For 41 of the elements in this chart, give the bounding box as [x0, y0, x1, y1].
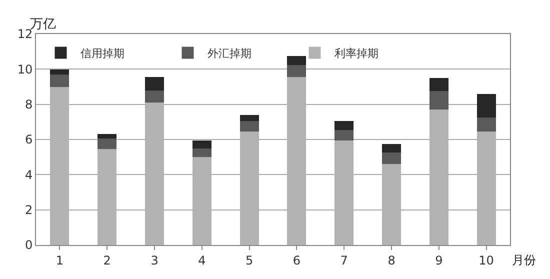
y-tick-label: 4 [24, 168, 33, 182]
x-tick-label: 7 [340, 253, 348, 268]
legend-label: 信用掉期 [80, 47, 125, 60]
bar [476, 94, 496, 118]
bar [192, 148, 212, 158]
x-tick-label: 1 [56, 253, 64, 268]
x-tick-label: 4 [198, 253, 206, 268]
y-tick-label: 8 [24, 98, 33, 112]
bar [145, 77, 164, 90]
bar [334, 121, 354, 130]
x-tick-label: 6 [292, 253, 301, 268]
bar [192, 140, 212, 148]
x-tick-label: 9 [435, 253, 443, 268]
y-axis-title: 万亿 [30, 17, 56, 32]
x-tick-label: 10 [478, 253, 494, 268]
bar [240, 121, 259, 132]
bar [145, 90, 164, 103]
bar [429, 91, 448, 110]
bar [98, 134, 117, 139]
bar [50, 70, 70, 74]
y-tick-label: 0 [24, 238, 33, 252]
y-tick-label: 2 [24, 203, 33, 218]
bar [98, 138, 117, 150]
legend-label: 外汇掉期 [208, 47, 252, 60]
x-tick-label: 8 [388, 253, 396, 268]
x-tick-label: 5 [245, 253, 254, 268]
y-tick-label: 10 [17, 62, 33, 76]
y-tick-label: 6 [24, 132, 33, 147]
x-axis-title: 月份 [512, 253, 536, 267]
bar [240, 114, 259, 122]
bar [382, 144, 401, 153]
legend-label: 利率掉期 [334, 47, 379, 60]
bar [476, 118, 496, 132]
bar [429, 78, 448, 92]
x-tick-label: 2 [103, 253, 111, 268]
bar [287, 56, 306, 65]
bar [287, 64, 306, 78]
bar [50, 74, 70, 87]
bar [382, 152, 401, 164]
bar [334, 130, 354, 140]
x-tick-label: 3 [150, 253, 158, 268]
